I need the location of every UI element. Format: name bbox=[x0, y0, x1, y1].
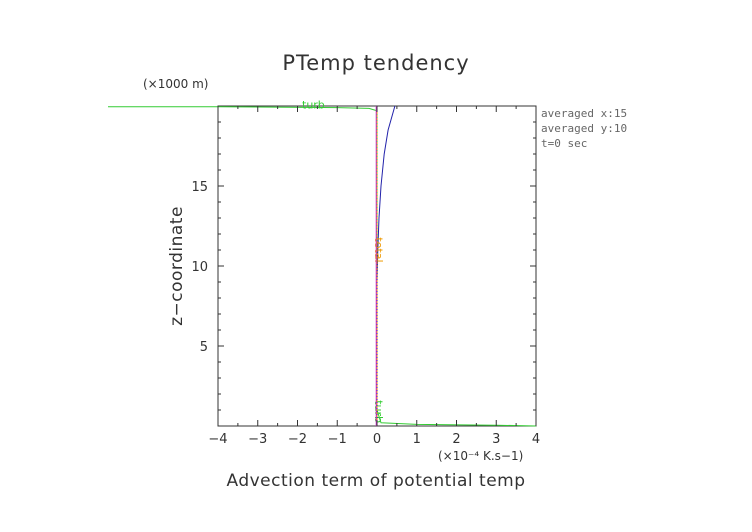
chart-title: PTemp tendency bbox=[282, 51, 469, 75]
x-tick-label: −4 bbox=[208, 432, 227, 447]
x-tick-label: −1 bbox=[328, 432, 347, 447]
info-line: t=0 sec bbox=[541, 137, 587, 150]
y-axis-label: z−coordinate bbox=[167, 206, 187, 326]
info-line: averaged x:15 bbox=[541, 107, 627, 120]
x-tick-label: −2 bbox=[288, 432, 307, 447]
series-label-total: total bbox=[372, 237, 385, 262]
x-tick-label: 1 bbox=[413, 432, 421, 447]
x-tick-label: 4 bbox=[532, 432, 540, 447]
y-tick-label: 10 bbox=[191, 260, 208, 275]
series-label-turb: turb bbox=[372, 400, 385, 423]
tick-group: −4 −3 −2 −1 0 1 2 3 4 5 10 15 bbox=[191, 106, 540, 447]
series-label-turb: turb bbox=[302, 98, 325, 111]
x-tick-label: 2 bbox=[452, 432, 460, 447]
x-tick-label: −3 bbox=[248, 432, 267, 447]
series-line-adv bbox=[376, 105, 396, 426]
y-scale-label: (×1000 m) bbox=[143, 77, 208, 91]
x-tick-label: 3 bbox=[492, 432, 500, 447]
y-tick-label: 15 bbox=[191, 180, 208, 195]
x-axis-label: Advection term of potential temp bbox=[226, 471, 525, 491]
info-line: averaged y:10 bbox=[541, 122, 627, 135]
y-tick-label: 5 bbox=[200, 340, 208, 355]
x-tick-label: 0 bbox=[373, 432, 381, 447]
info-block: averaged x:15 averaged y:10 t=0 sec bbox=[541, 107, 627, 150]
x-scale-label: (×10⁻⁴ K.s−1) bbox=[438, 449, 523, 463]
